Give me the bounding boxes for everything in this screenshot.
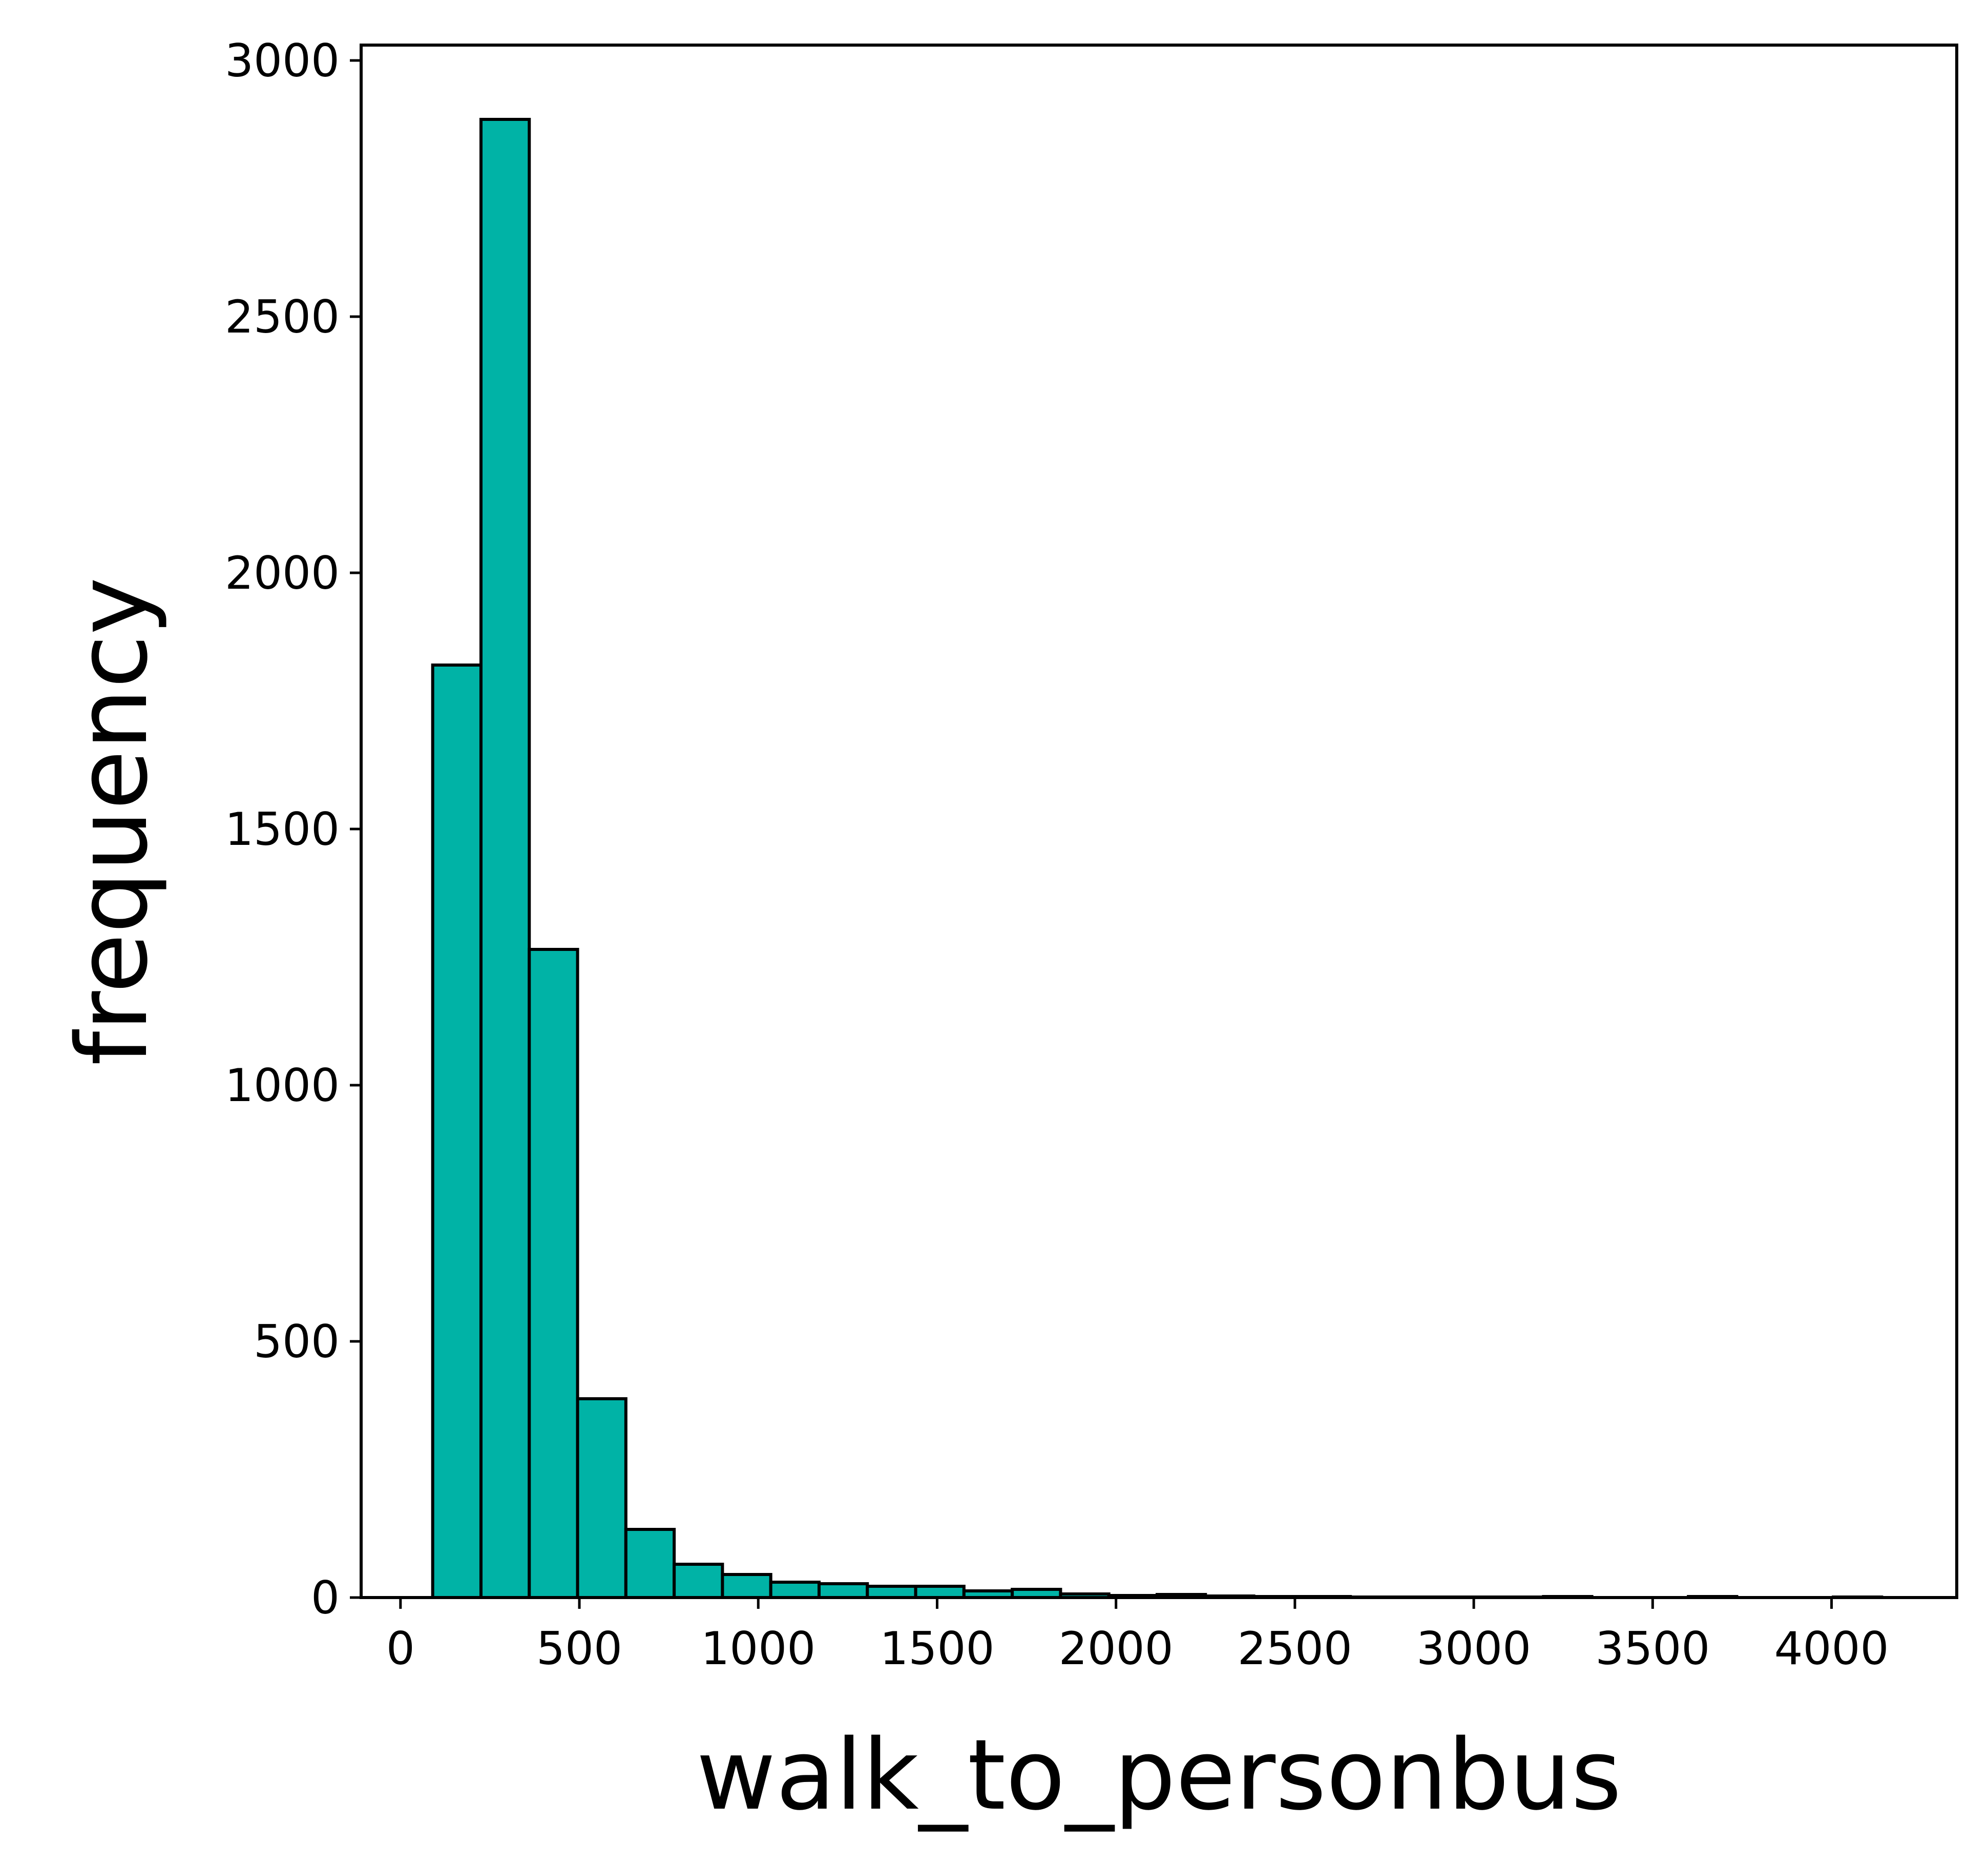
plot-frame	[360, 44, 1958, 1599]
y-axis-label: frequency	[56, 577, 169, 1066]
histogram-bar	[528, 948, 579, 1599]
y-tick-label: 2000	[225, 547, 340, 599]
histogram-bar	[817, 1582, 869, 1599]
histogram-bar	[431, 664, 483, 1599]
y-tick-label: 0	[311, 1571, 340, 1624]
histogram-bar	[721, 1573, 772, 1599]
x-tick-label: 1500	[880, 1622, 994, 1675]
histogram-bar	[479, 118, 531, 1599]
x-tick-label: 1000	[701, 1622, 815, 1675]
y-axis-ticks: 0 500 1000 1500 2000 2500 3000	[225, 34, 361, 1624]
x-tick-label: 2500	[1238, 1622, 1352, 1675]
y-tick-label: 1000	[225, 1059, 340, 1112]
x-axis-label: walk_to_personbus	[696, 1718, 1622, 1832]
y-tick-label: 500	[254, 1315, 340, 1368]
x-tick-label: 500	[536, 1622, 622, 1675]
x-tick-label: 0	[386, 1622, 415, 1675]
histogram-bar	[576, 1397, 627, 1599]
x-tick-label: 4000	[1774, 1622, 1889, 1675]
x-tick-label: 2000	[1059, 1622, 1174, 1675]
x-axis-ticks: 0 500 1000 1500 2000 2500 3000 3500 4000	[386, 1598, 1889, 1675]
x-tick-label: 3500	[1595, 1622, 1710, 1675]
y-tick-label: 1500	[225, 803, 340, 856]
histogram-bar	[624, 1528, 676, 1599]
y-tick-label: 2500	[225, 291, 340, 343]
x-tick-label: 3000	[1416, 1622, 1531, 1675]
histogram-bar	[769, 1581, 821, 1599]
histogram-bar	[673, 1563, 724, 1599]
histogram-bars	[431, 118, 1884, 1599]
histogram-bar	[914, 1585, 966, 1599]
histogram-bar	[866, 1585, 917, 1599]
y-tick-label: 3000	[225, 34, 340, 87]
